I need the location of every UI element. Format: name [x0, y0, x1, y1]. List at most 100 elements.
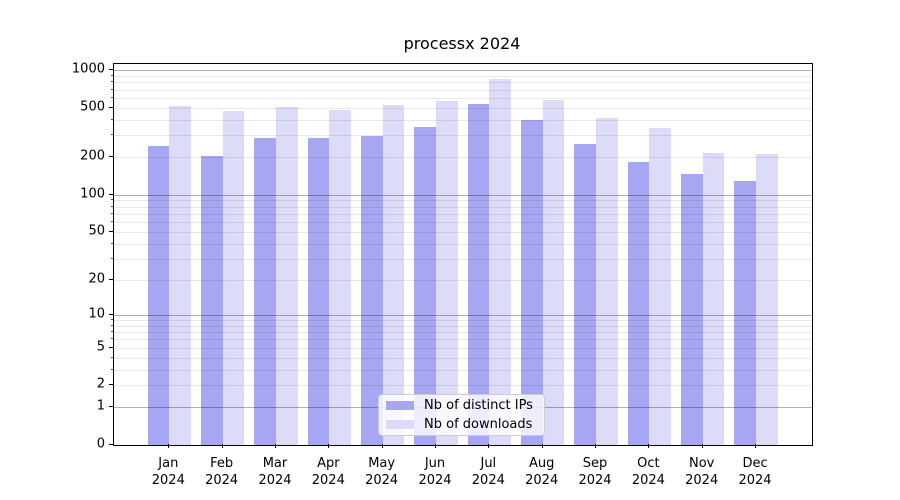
gridline-5 [114, 347, 812, 349]
y-tick-mark-500 [109, 106, 113, 108]
x-tick-label-may: May 2024 [365, 456, 399, 488]
x-tick-label-jul: Jul 2024 [471, 456, 505, 488]
bar-distinct-ips-jan [147, 146, 170, 445]
y-minor-tick-700 [111, 88, 113, 90]
y-minor-tick-800 [111, 81, 113, 83]
gridline-400 [114, 119, 812, 121]
y-tick-label-1: 1 [96, 398, 105, 414]
x-tick-mark-jun [435, 444, 436, 448]
x-tick-mark-feb [221, 444, 223, 448]
y-tick-mark-100 [109, 193, 113, 195]
y-tick-label-100: 100 [80, 186, 105, 202]
x-tick-mark-dec [755, 444, 757, 448]
bar-distinct-ips-aug [521, 119, 543, 445]
bar-distinct-ips-feb [201, 155, 223, 445]
y-tick-label-50: 50 [88, 223, 105, 239]
bar-distinct-ips-dec [734, 181, 757, 445]
y-minor-tick-9 [111, 319, 113, 321]
x-tick-mark-jan [168, 444, 170, 448]
bar-downloads-mar [275, 107, 298, 445]
y-minor-tick-3 [111, 368, 113, 370]
y-tick-label-2: 2 [96, 376, 105, 392]
bar-distinct-ips-may [361, 136, 383, 445]
gridline-1000 [114, 70, 812, 72]
x-tick-mark-nov [701, 444, 703, 448]
y-minor-tick-300 [111, 134, 113, 136]
legend: Nb of distinct IPs Nb of downloads [378, 394, 545, 436]
y-tick-label-0: 0 [96, 436, 105, 452]
y-minor-tick-40 [111, 242, 113, 244]
legend-swatch-distinct-ips [386, 401, 414, 410]
y-tick-mark-0 [109, 444, 113, 445]
bar-downloads-dec [756, 154, 778, 445]
x-tick-label-nov: Nov 2024 [685, 456, 719, 488]
gridline-7 [114, 332, 812, 334]
y-minor-tick-600 [111, 96, 113, 98]
gridline-800 [114, 82, 812, 84]
bar-distinct-ips-jul [467, 103, 490, 445]
y-tick-label-500: 500 [80, 99, 105, 115]
y-tick-label-10: 10 [88, 306, 105, 322]
bar-downloads-oct [649, 127, 671, 445]
bar-downloads-jan [169, 106, 191, 445]
bar-distinct-ips-oct [627, 161, 650, 445]
gridline-6 [114, 339, 812, 341]
bar-downloads-jul [489, 79, 511, 445]
bar-downloads-aug [542, 100, 565, 445]
x-tick-mark-apr [328, 444, 330, 448]
y-tick-label-200: 200 [80, 148, 105, 164]
gridline-900 [114, 75, 812, 77]
y-tick-mark-2 [109, 384, 113, 386]
gridline-60 [114, 222, 812, 224]
y-tick-label-1000: 1000 [71, 61, 105, 77]
gridline-700 [114, 89, 812, 91]
x-tick-mark-oct [648, 444, 650, 448]
x-tick-label-sep: Sep 2024 [578, 456, 612, 488]
gridline-10 [114, 314, 812, 316]
x-tick-label-jan: Jan 2024 [151, 456, 185, 488]
x-tick-mark-sep [595, 444, 597, 448]
bar-distinct-ips-mar [254, 138, 276, 445]
y-minor-tick-80 [111, 205, 113, 207]
plot-area [113, 63, 813, 446]
gridline-40 [114, 243, 812, 245]
y-minor-tick-6 [111, 338, 113, 340]
y-minor-tick-70 [111, 212, 113, 214]
gridline-500 [114, 107, 812, 109]
gridline-8 [114, 325, 812, 327]
bar-distinct-ips-apr [307, 138, 330, 445]
gridline-4 [114, 357, 812, 359]
bar-downloads-nov [702, 152, 725, 445]
bar-distinct-ips-jun [414, 126, 436, 445]
y-minor-tick-7 [111, 331, 113, 333]
gridline-50 [114, 231, 812, 233]
x-tick-mark-mar [274, 444, 276, 448]
gridline-100 [114, 194, 812, 196]
x-tick-label-jun: Jun 2024 [418, 456, 452, 488]
gridline-90 [114, 200, 812, 202]
y-tick-label-5: 5 [96, 339, 105, 355]
x-tick-label-dec: Dec 2024 [738, 456, 772, 488]
y-tick-mark-10 [109, 313, 113, 315]
x-tick-label-oct: Oct 2024 [631, 456, 665, 488]
y-minor-tick-900 [111, 74, 113, 76]
gridline-70 [114, 213, 812, 215]
x-tick-label-feb: Feb 2024 [205, 456, 239, 488]
x-tick-mark-may [381, 444, 383, 448]
gridline-2 [114, 385, 812, 387]
gridline-80 [114, 206, 812, 208]
bar-downloads-apr [329, 110, 351, 445]
chart-title: processx 2024 [403, 34, 521, 53]
y-minor-tick-400 [111, 118, 113, 120]
bar-downloads-may [382, 104, 405, 445]
legend-entry-downloads: Nb of downloads [379, 417, 544, 432]
legend-label-downloads: Nb of downloads [424, 417, 533, 432]
gridline-200 [114, 157, 812, 159]
y-minor-tick-90 [111, 199, 113, 201]
y-tick-mark-1 [109, 406, 113, 408]
bar-downloads-jun [436, 100, 458, 445]
x-tick-label-aug: Aug 2024 [525, 456, 559, 488]
gridline-3 [114, 369, 812, 371]
y-tick-mark-200 [109, 156, 113, 158]
